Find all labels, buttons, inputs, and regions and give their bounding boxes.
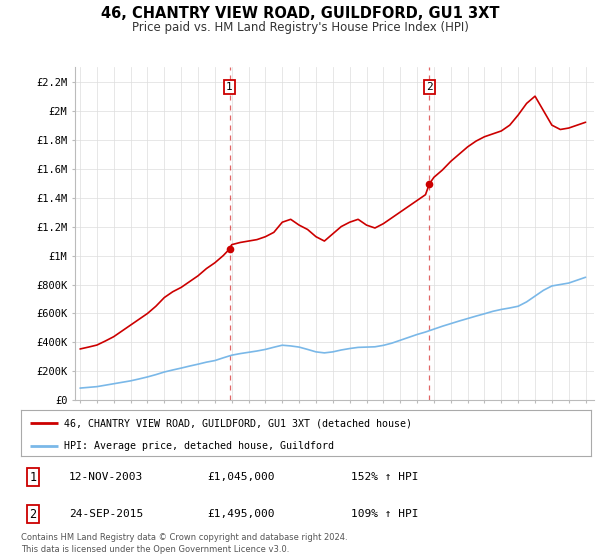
Text: £1,045,000: £1,045,000: [207, 472, 275, 482]
Text: 24-SEP-2015: 24-SEP-2015: [69, 509, 143, 519]
Text: 46, CHANTRY VIEW ROAD, GUILDFORD, GU1 3XT (detached house): 46, CHANTRY VIEW ROAD, GUILDFORD, GU1 3X…: [64, 418, 412, 428]
Text: Price paid vs. HM Land Registry's House Price Index (HPI): Price paid vs. HM Land Registry's House …: [131, 21, 469, 34]
Text: Contains HM Land Registry data © Crown copyright and database right 2024.: Contains HM Land Registry data © Crown c…: [21, 533, 347, 542]
Text: HPI: Average price, detached house, Guildford: HPI: Average price, detached house, Guil…: [64, 441, 334, 451]
Text: This data is licensed under the Open Government Licence v3.0.: This data is licensed under the Open Gov…: [21, 545, 289, 554]
Text: 46, CHANTRY VIEW ROAD, GUILDFORD, GU1 3XT: 46, CHANTRY VIEW ROAD, GUILDFORD, GU1 3X…: [101, 6, 499, 21]
Text: 1: 1: [226, 82, 233, 92]
Text: 152% ↑ HPI: 152% ↑ HPI: [351, 472, 419, 482]
Text: 1: 1: [29, 470, 37, 484]
Text: 2: 2: [29, 507, 37, 521]
Text: 109% ↑ HPI: 109% ↑ HPI: [351, 509, 419, 519]
Text: £1,495,000: £1,495,000: [207, 509, 275, 519]
Text: 12-NOV-2003: 12-NOV-2003: [69, 472, 143, 482]
Text: 2: 2: [426, 82, 433, 92]
